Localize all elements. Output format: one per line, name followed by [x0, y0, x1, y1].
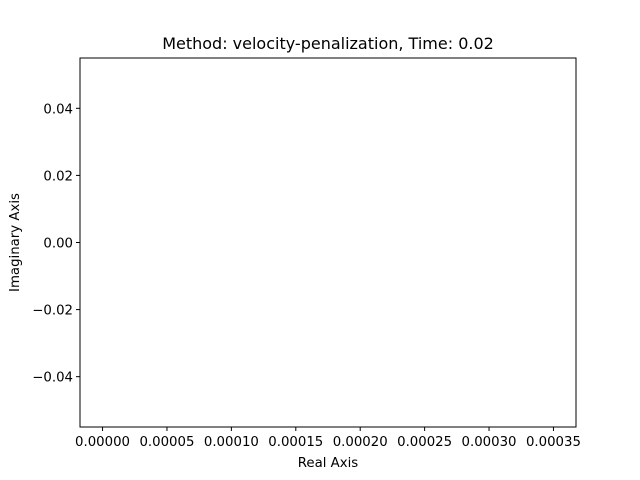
y-tick-label: 0.04	[43, 102, 73, 117]
x-tick-label: 0.00010	[204, 435, 259, 450]
x-tick-label: 0.00005	[139, 435, 194, 450]
x-tick-label: 0.00035	[526, 435, 581, 450]
y-axis: −0.04 −0.02 0.00 0.02 0.04	[32, 102, 80, 386]
x-axis: 0.00000 0.00005 0.00010 0.00015 0.00020 0.000…	[75, 427, 581, 450]
x-tick-label: 0.00020	[333, 435, 388, 450]
x-tick-label: 0.00030	[462, 435, 517, 450]
y-tick-label: −0.02	[32, 304, 73, 319]
chart-title: Method: velocity-penalization, Time: 0.0…	[162, 34, 494, 53]
y-tick-label: 0.02	[43, 169, 73, 184]
x-tick-label: 0.00000	[75, 435, 130, 450]
x-axis-label: Real Axis	[298, 456, 359, 471]
y-axis-label: Imaginary Axis	[8, 193, 23, 292]
x-tick-label: 0.00025	[397, 435, 452, 450]
y-tick-label: 0.00	[43, 237, 73, 252]
x-tick-label: 0.00015	[268, 435, 323, 450]
y-tick-label: −0.04	[32, 371, 73, 386]
plot-area-frame	[79, 57, 577, 428]
